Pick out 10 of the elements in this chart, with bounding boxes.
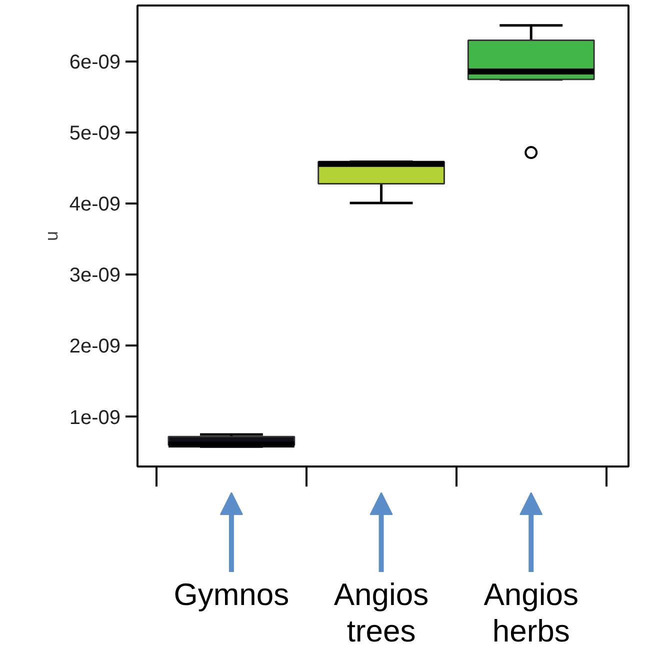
x-tick-label: Gymnos [174,576,290,612]
y-tick-label: 6e-09 [69,52,121,74]
y-tick-label: 4e-09 [69,194,121,216]
y-axis-title: u [41,230,62,242]
y-tick-label: 5e-09 [69,122,121,145]
y-tick-label: 3e-09 [69,264,121,287]
x-tick-label: Angios herbs [484,576,579,648]
y-tick-label: 1e-09 [69,406,121,429]
x-tick-label: Angios trees [334,576,429,648]
y-tick-label: 2e-09 [69,336,121,358]
